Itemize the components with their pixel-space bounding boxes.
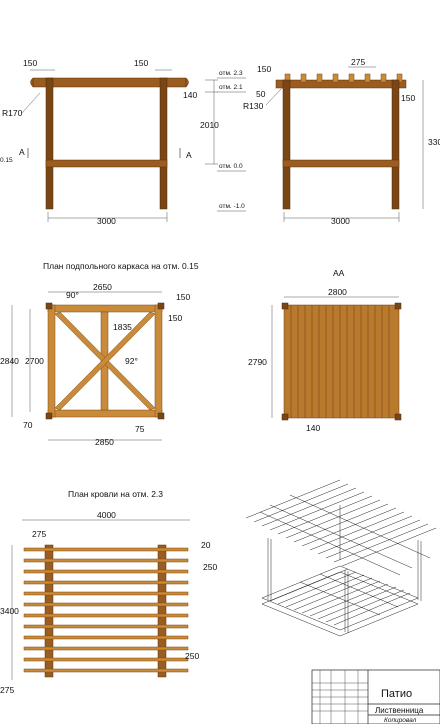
frame-angle-mid: 92° <box>125 356 138 366</box>
roof-dim-275-bottom: 275 <box>0 685 14 695</box>
front-radius-label: R170 <box>2 108 23 118</box>
frame-dim-150a: 150 <box>176 292 190 302</box>
front-height-label: 2010 <box>200 120 219 130</box>
frame-top-rail <box>47 304 163 313</box>
side-radius-label: R130 <box>243 101 264 111</box>
roof-height: 3400 <box>0 606 19 616</box>
frame-height-outer: 2840 <box>0 356 19 366</box>
front-post-right <box>159 77 168 210</box>
title-block-material: Лиственница <box>375 706 424 715</box>
roof-dim-250a: 250 <box>203 562 217 572</box>
deck-board: 140 <box>306 423 320 433</box>
side-top-beam <box>275 79 407 89</box>
roof-width: 4000 <box>97 510 116 520</box>
floor-frame-title: План подпольного каркаса на отм. 0.15 <box>43 261 199 271</box>
roof-beam-left <box>44 544 54 678</box>
front-beam-end-left <box>30 77 34 88</box>
side-post-left <box>282 79 291 210</box>
floor-frame-plan: План подпольного каркаса на отм. 0.15 26… <box>0 261 199 447</box>
iso-deck <box>261 565 419 637</box>
deck-height: 2790 <box>248 357 267 367</box>
frame-diagonal-b <box>54 311 156 411</box>
deck-title: АА <box>333 268 345 278</box>
front-dim-150-right: 150 <box>134 58 148 68</box>
frame-dim-75: 75 <box>135 424 145 434</box>
deck-surface <box>283 304 400 419</box>
roof-dim-250b: 250 <box>185 651 199 661</box>
iso-posts <box>267 505 422 633</box>
frame-width-top: 2650 <box>93 282 112 292</box>
side-dim-50: 50 <box>256 89 266 99</box>
side-floor-beam <box>282 159 400 168</box>
deck-boards <box>290 305 390 418</box>
level-2-3: отм. 2.3 <box>219 70 243 77</box>
roof-title: План кровли на отм. 2.3 <box>68 489 163 499</box>
side-elevation: 150 50 R130 275 150 330 3000 <box>243 57 440 226</box>
frame-left-rail <box>47 304 56 418</box>
roof-beam-right <box>157 544 167 678</box>
iso-roof-rafters <box>245 479 437 576</box>
level-2-1: отм. 2.1 <box>219 84 243 91</box>
front-dim-150-left: 150 <box>23 58 37 68</box>
frame-diag: 1835 <box>113 322 132 332</box>
side-rafter-ends <box>284 73 403 83</box>
side-dim-150-right: 150 <box>401 93 415 103</box>
isometric-view <box>245 479 437 637</box>
side-dim-150: 150 <box>257 64 271 74</box>
frame-width-bottom: 2850 <box>95 437 114 447</box>
title-block-format: Копировал <box>384 717 417 724</box>
front-post-left <box>45 77 54 210</box>
front-beam-end-right <box>185 77 189 88</box>
title-block: Патио Лиственница Копировал <box>311 669 440 724</box>
front-floor-beam <box>45 159 168 168</box>
frame-right-rail <box>154 304 163 418</box>
level-0-0: отм. 0.0 <box>219 163 243 170</box>
frame-dim-150b: 150 <box>168 313 182 323</box>
section-mark-right: A <box>186 150 192 160</box>
side-dim-275: 275 <box>351 57 365 67</box>
front-level-left: 0.15 <box>0 157 13 164</box>
title-block-name: Патио <box>381 688 412 700</box>
deck-width: 2800 <box>328 287 347 297</box>
side-width-label: 3000 <box>331 216 350 226</box>
side-post-right <box>391 79 400 210</box>
frame-bottom-rail <box>47 409 163 418</box>
front-width-label: 3000 <box>97 216 116 226</box>
front-elevation: 150 150 R170 3000 2010 140 A A 0.15 отм.… <box>0 58 246 226</box>
frame-dim-70: 70 <box>23 420 33 430</box>
front-dim-140: 140 <box>183 90 197 100</box>
roof-rafters <box>23 547 189 673</box>
section-mark-left: A <box>19 147 25 157</box>
frame-angle-top: 90° <box>66 290 79 300</box>
side-height-label: 330 <box>428 137 440 147</box>
roof-dim-20: 20 <box>201 540 211 550</box>
roof-dim-275-top: 275 <box>32 529 46 539</box>
level-minus-1-0: отм. -1.0 <box>219 203 245 210</box>
frame-height-inner: 2700 <box>25 356 44 366</box>
deck-plan: АА 2800 2790 140 <box>248 268 402 433</box>
roof-plan: План кровли на отм. 2.3 4000 3400 275 20… <box>0 489 217 695</box>
